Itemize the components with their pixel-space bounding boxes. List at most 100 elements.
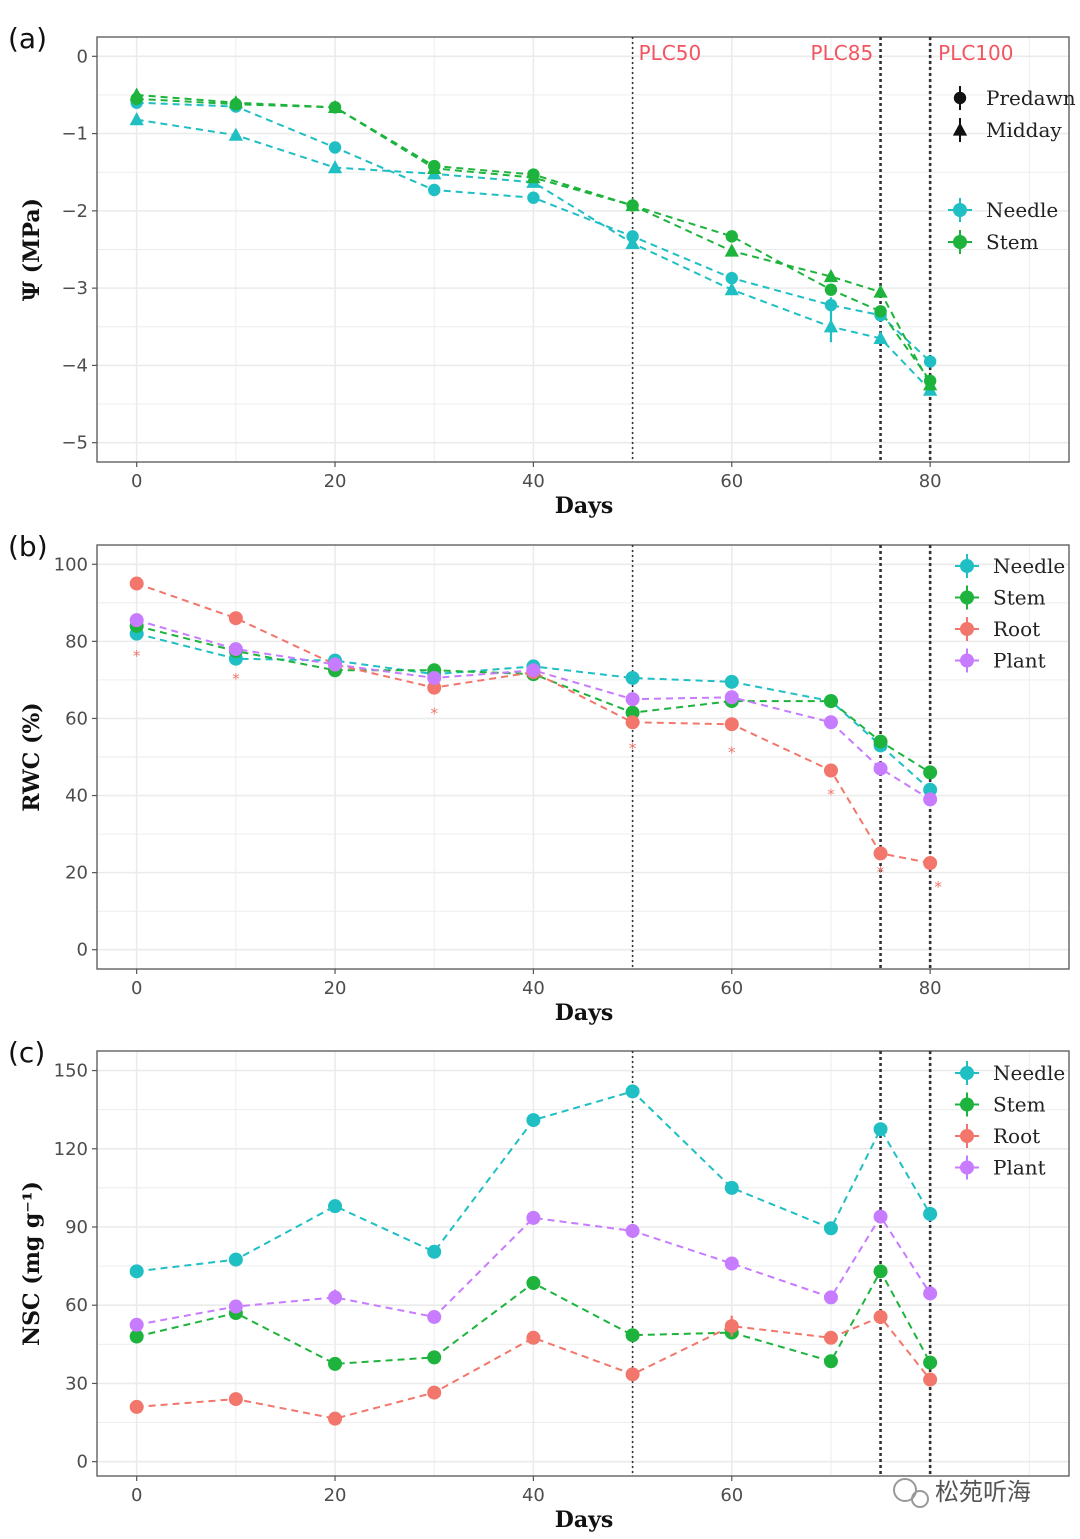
y-tick-label: −2	[61, 201, 88, 222]
legend-label: Midday	[986, 118, 1062, 142]
point-plant	[625, 1223, 640, 1238]
y-tick-label: −4	[61, 355, 88, 376]
point-plant	[923, 1286, 938, 1301]
point-stem-midday	[625, 197, 640, 212]
point-plant	[228, 1299, 243, 1314]
y-tick-label: 20	[65, 863, 88, 884]
point-root	[129, 1399, 144, 1414]
wechat-icon-small	[911, 1490, 929, 1508]
point-stem-midday	[228, 95, 243, 109]
point-stem-midday	[327, 99, 343, 113]
point-needle-midday	[823, 319, 839, 333]
point-plant	[427, 1309, 442, 1324]
point-root	[724, 717, 739, 732]
point-stem	[129, 1329, 144, 1344]
point-root	[724, 1319, 739, 1334]
point-stem	[923, 765, 938, 780]
point-needle-midday	[625, 235, 640, 249]
point-root	[228, 1392, 243, 1407]
legend-key-point	[960, 559, 974, 573]
panel-a: PLC50 PLC85 PLC100 0 20 40 60 80 0 −1 −2 −3 −4 −5 Days…	[8, 22, 1076, 519]
significance-mark: *	[430, 705, 438, 723]
point-needle	[923, 1206, 938, 1221]
point-stem	[873, 734, 888, 749]
plot-frame	[96, 1050, 1070, 1477]
significance-mark: *	[232, 670, 240, 688]
legend-label: Needle	[993, 1061, 1065, 1085]
point-plant	[823, 715, 838, 730]
x-tick-label: 40	[522, 978, 545, 999]
x-tick-label: 40	[522, 1485, 545, 1506]
point-stem-midday	[873, 284, 888, 298]
point-needle-midday	[724, 282, 739, 296]
y-tick-label: 60	[65, 708, 88, 729]
point-needle-predawn	[725, 271, 738, 285]
vline-label: PLC100	[938, 41, 1013, 65]
point-root	[923, 1372, 938, 1387]
x-axis-label: Days	[555, 1000, 614, 1026]
y-tick-label: 100	[54, 554, 88, 575]
y-tick-label: −5	[61, 433, 88, 454]
point-root	[625, 715, 640, 730]
point-stem	[427, 1350, 442, 1365]
x-axis-label: Days	[555, 1507, 614, 1533]
legend-label: Stem	[993, 586, 1046, 610]
point-plant	[328, 1290, 343, 1305]
point-needle-midday	[228, 127, 243, 141]
x-tick-label: 40	[522, 471, 545, 492]
point-needle-predawn	[328, 141, 342, 154]
point-stem-midday	[129, 87, 144, 101]
point-root	[427, 1385, 442, 1400]
point-needle	[724, 1180, 739, 1195]
series-line-needle-predawn	[136, 101, 931, 363]
x-axis-label: Days	[555, 493, 614, 519]
vline-label: PLC50	[639, 41, 702, 65]
legend-key-point	[953, 235, 967, 249]
legend-label: Needle	[986, 198, 1058, 222]
y-tick-label: 0	[77, 1452, 88, 1473]
point-plant	[328, 657, 343, 672]
point-needle-midday	[873, 330, 888, 344]
x-tick-label: 80	[919, 978, 942, 999]
y-tick-label: −1	[61, 124, 88, 145]
panel-label: (a)	[8, 22, 47, 55]
legend-key-point	[960, 590, 974, 605]
panel-label: (b)	[8, 530, 48, 563]
legend-label: Plant	[993, 649, 1046, 673]
point-stem	[923, 1355, 938, 1370]
point-plant	[526, 663, 541, 678]
series-line-root	[136, 582, 931, 864]
x-tick-label: 20	[324, 978, 347, 999]
point-needle-predawn	[428, 183, 441, 197]
point-needle	[228, 1252, 243, 1267]
point-plant	[724, 1256, 739, 1271]
point-root	[129, 576, 144, 591]
legend-key-point	[960, 622, 974, 636]
y-tick-label: −3	[61, 278, 88, 299]
significance-mark: *	[827, 786, 835, 804]
point-root	[526, 1330, 541, 1345]
point-stem-midday	[526, 170, 541, 184]
legend-key-point	[960, 1129, 974, 1143]
series-line-stem	[136, 1269, 932, 1365]
point-needle	[625, 670, 640, 685]
y-axis-label: RWC (%)	[19, 702, 45, 811]
point-needle-predawn	[824, 298, 838, 312]
x-tick-label: 60	[720, 978, 743, 999]
point-plant	[129, 1317, 144, 1332]
point-needle	[923, 782, 938, 797]
y-tick-label: 30	[65, 1373, 88, 1394]
x-tick-label: 20	[324, 471, 347, 492]
x-tick-label: 0	[131, 1485, 142, 1506]
point-needle-predawn	[923, 355, 937, 368]
legend-key-circle	[953, 91, 967, 105]
point-root	[823, 1330, 838, 1345]
point-needle	[526, 1113, 541, 1128]
legend-label: Needle	[993, 554, 1065, 578]
point-root	[823, 763, 838, 778]
legend-label: Root	[993, 1124, 1040, 1148]
y-tick-label: 60	[65, 1295, 88, 1316]
point-stem-predawn	[725, 230, 738, 243]
panel-c: 0 20 40 60 0 30 60 90 120 150 Days NSC (mg g⁻¹) (c) N…	[8, 1036, 1070, 1533]
point-needle-midday	[129, 112, 144, 126]
